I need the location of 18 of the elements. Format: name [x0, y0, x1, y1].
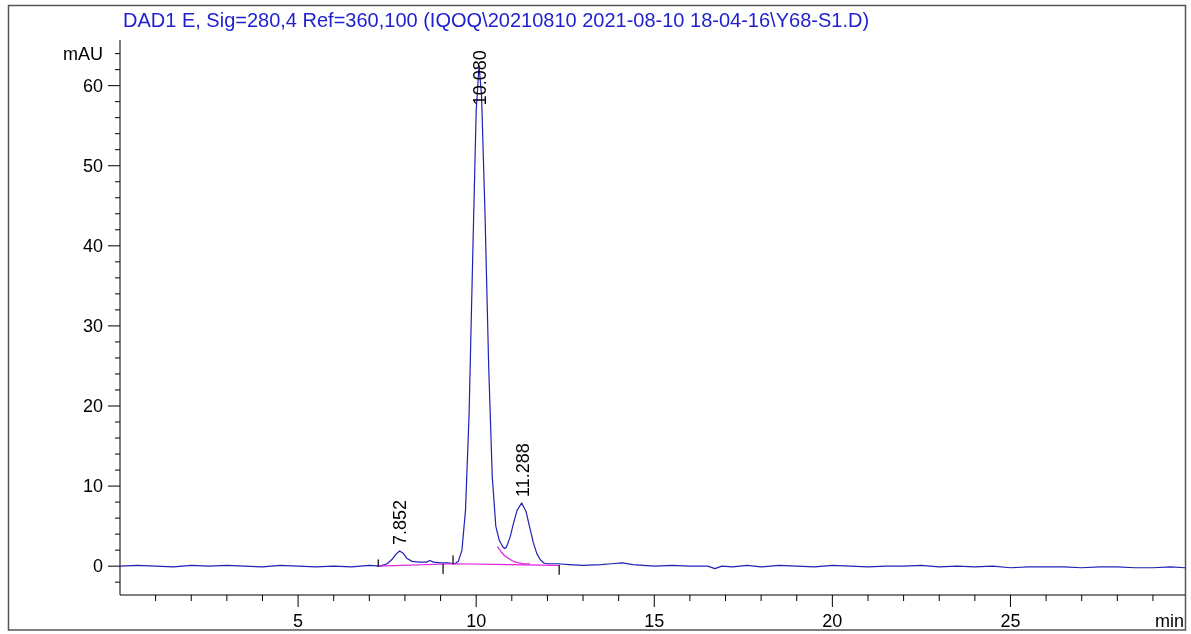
x-tick-label: 10 — [466, 611, 487, 631]
annotation: 10.080 — [469, 50, 490, 106]
annotation: 11.288 — [512, 443, 533, 497]
x-axis-title: min — [1154, 611, 1184, 631]
y-tick-label: 0 — [92, 556, 103, 577]
annotation: 7.852 — [390, 499, 411, 545]
x-tick-label: 15 — [644, 611, 665, 631]
y-tick-label: 60 — [82, 75, 103, 96]
y-tick-label: 40 — [82, 236, 103, 257]
y-tick-label: 50 — [82, 156, 103, 177]
y-tick-label: 30 — [82, 316, 103, 337]
y-tick-label: 10 — [82, 476, 103, 497]
x-tick-label: 5 — [293, 611, 304, 631]
y-tick-label: 20 — [82, 396, 103, 417]
y-axis-title: mAU — [63, 44, 103, 65]
chart-title: DAD1 E, Sig=280,4 Ref=360,100 (IQOQ\20210810 2021-08-10 18-04-16\Y68-S1.D) — [123, 9, 870, 31]
x-tick-label: 20 — [822, 611, 843, 631]
x-tick-label: 25 — [1000, 611, 1021, 631]
